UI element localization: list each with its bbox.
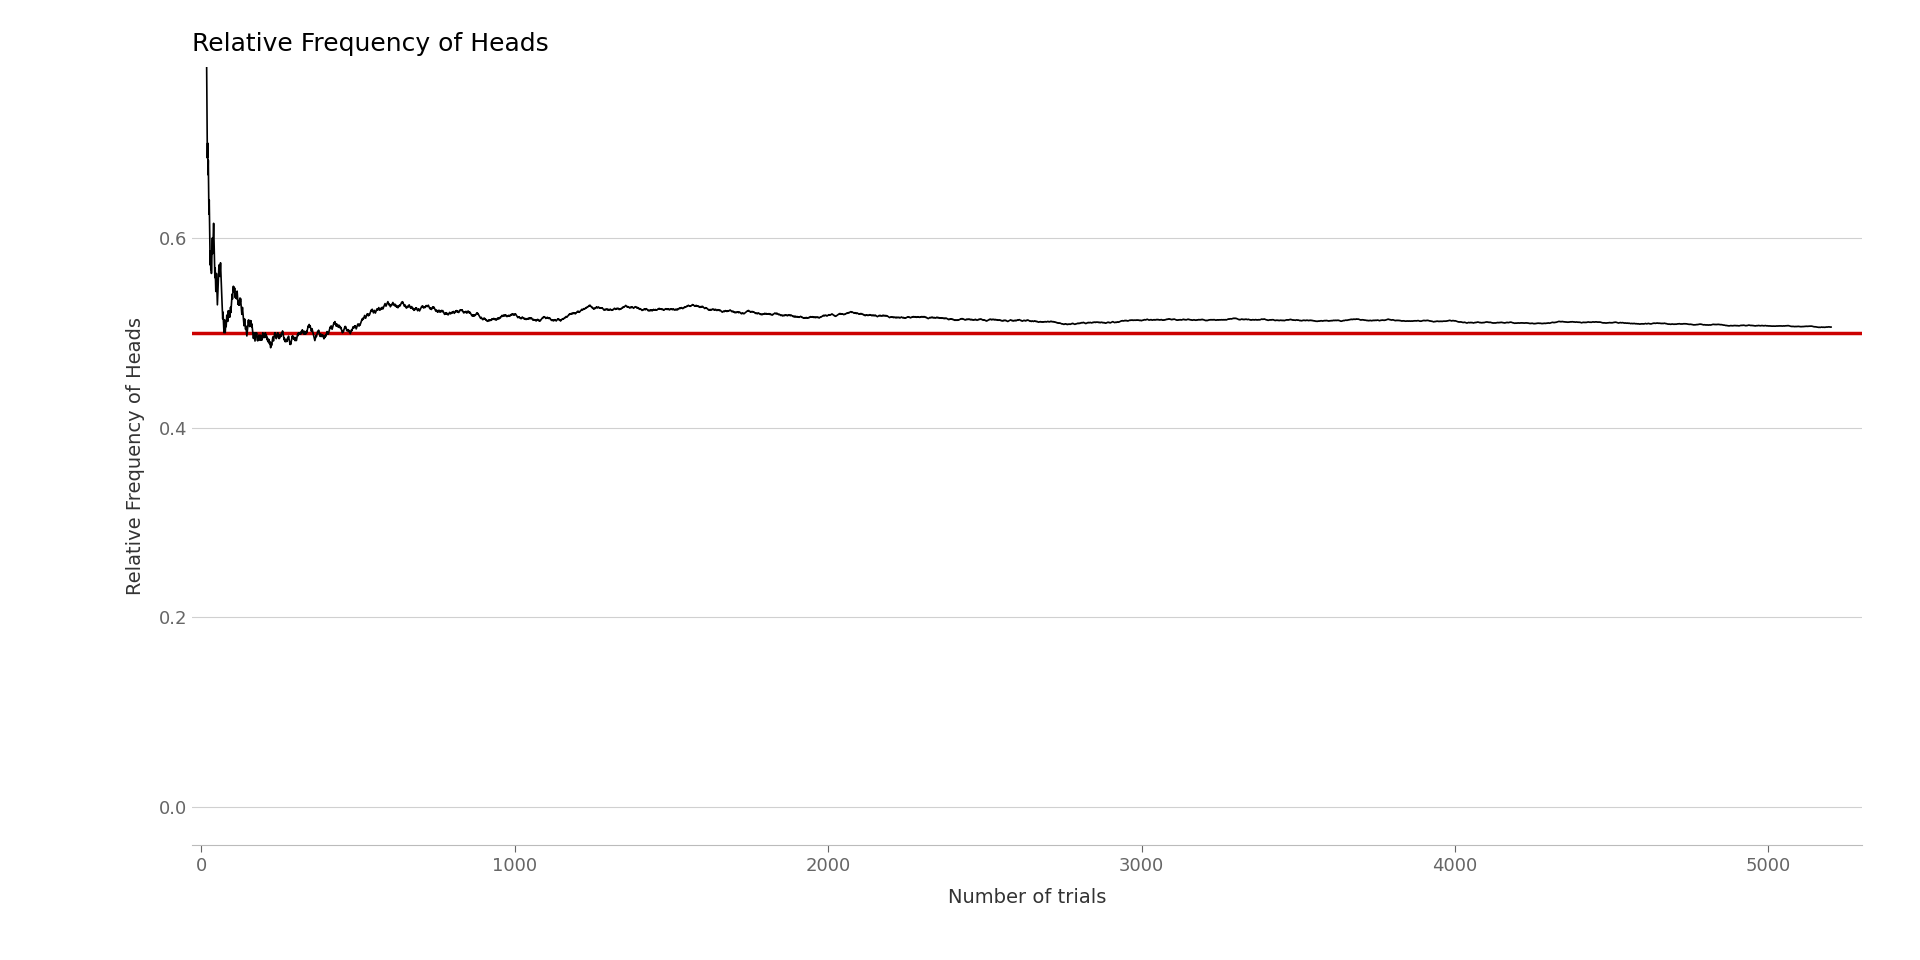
Text: Relative Frequency of Heads: Relative Frequency of Heads	[192, 32, 549, 56]
Y-axis label: Relative Frequency of Heads: Relative Frequency of Heads	[125, 317, 144, 595]
X-axis label: Number of trials: Number of trials	[948, 889, 1106, 907]
